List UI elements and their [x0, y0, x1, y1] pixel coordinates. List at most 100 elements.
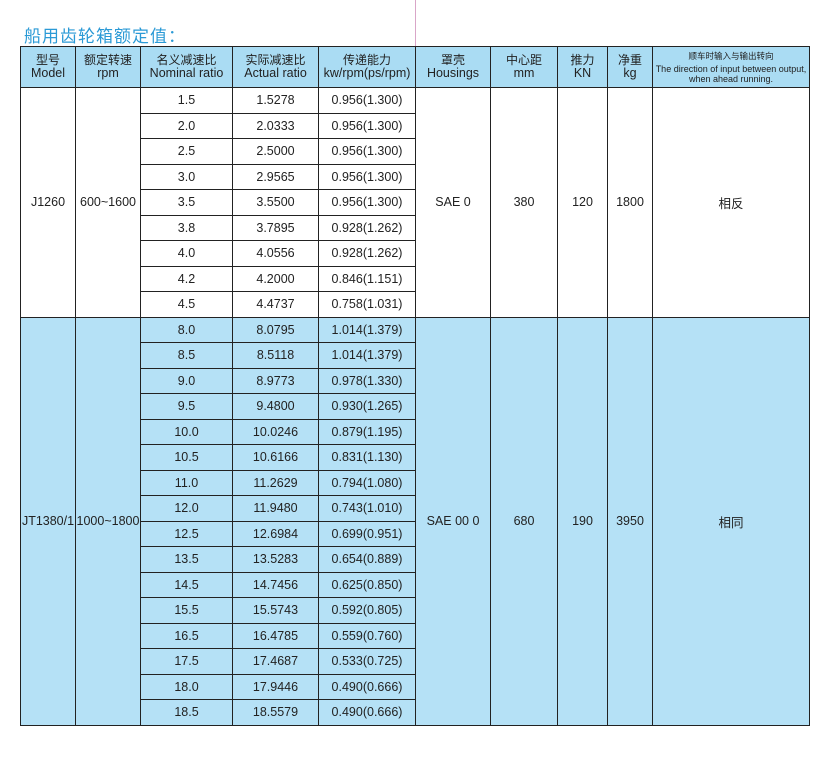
capacity-cell: 0.928(1.262) — [318, 214, 416, 241]
weight-cell: 1800 — [607, 87, 653, 318]
table-row: 2.5 2.5000 0.956(1.300) — [21, 138, 810, 165]
nominal-ratio-cell: 13.5 — [140, 546, 233, 573]
actual-ratio-cell: 17.4687 — [232, 648, 319, 675]
housing-cell: SAE 00 0 — [415, 316, 491, 726]
nominal-ratio-cell: 11.0 — [140, 469, 233, 496]
table-row: 3.0 2.9565 0.956(1.300) — [21, 163, 810, 190]
capacity-cell: 0.956(1.300) — [318, 189, 416, 216]
actual-ratio-cell: 11.2629 — [232, 469, 319, 496]
table-row: 12.0 11.9480 0.743(1.010) — [21, 495, 810, 522]
table-row: 4.2 4.2000 0.846(1.151) — [21, 265, 810, 292]
table-row: 17.5 17.4687 0.533(0.725) — [21, 648, 810, 675]
table-row: 18.0 17.9446 0.490(0.666) — [21, 673, 810, 700]
gearbox-rating-table: 型号 Model 额定转速 rpm 名义减速比 Nominal ratio 实际减速比 Act… — [20, 46, 810, 726]
nominal-ratio-cell: 2.0 — [140, 112, 233, 139]
actual-ratio-cell: 8.0795 — [232, 316, 319, 343]
capacity-cell: 0.490(0.666) — [318, 699, 416, 726]
table-row: JT1380/1 1000~1800 8.0 8.0795 1.014(1.379) SA… — [20, 316, 810, 726]
header-cn: 额定转速 — [83, 53, 132, 67]
nominal-ratio-cell: 18.5 — [140, 699, 233, 726]
table-row: 2.0 2.0333 0.956(1.300) — [21, 112, 810, 139]
header-row: 型号 Model 额定转速 rpm 名义减速比 Nominal ratio 实际减速比 Act… — [20, 46, 810, 88]
nominal-ratio-cell: 10.5 — [140, 444, 233, 471]
nominal-ratio-cell: 9.5 — [140, 393, 233, 420]
capacity-cell: 0.928(1.262) — [318, 240, 416, 267]
table-row: 4.0 4.0556 0.928(1.262) — [21, 240, 810, 267]
capacity-cell: 0.956(1.300) — [318, 163, 416, 190]
model-cell: JT1380/1 — [20, 316, 76, 726]
actual-ratio-cell: 18.5579 — [232, 699, 319, 726]
table-row: 18.5 18.5579 0.490(0.666) — [21, 699, 810, 726]
direction-cell: 相同 — [652, 316, 810, 726]
capacity-cell: 0.930(1.265) — [318, 393, 416, 420]
table-row: 3.5 3.5500 0.956(1.300) — [21, 189, 810, 216]
table-row: 11.0 11.2629 0.794(1.080) — [21, 469, 810, 496]
nominal-ratio-cell: 10.0 — [140, 418, 233, 445]
actual-ratio-cell: 3.7895 — [232, 214, 319, 241]
page-title: 船用齿轮箱额定值： — [24, 27, 186, 47]
header-cn: 中心距 — [505, 53, 542, 67]
actual-ratio-cell: 4.0556 — [232, 240, 319, 267]
actual-ratio-cell: 3.5500 — [232, 189, 319, 216]
nominal-ratio-cell: 14.5 — [140, 571, 233, 598]
actual-ratio-cell: 4.4737 — [232, 291, 319, 318]
header-en: Model — [30, 66, 66, 80]
nominal-ratio-cell: 18.0 — [140, 673, 233, 700]
header-cn: 型号 — [35, 53, 60, 67]
nominal-ratio-cell: 12.0 — [140, 495, 233, 522]
header-cn: 实际减速比 — [245, 53, 306, 67]
header-actual-ratio: 实际减速比 Actual ratio — [232, 46, 319, 88]
rpm-cell: 600~1600 — [75, 87, 141, 318]
capacity-cell: 0.956(1.300) — [318, 87, 416, 114]
capacity-cell: 0.978(1.330) — [318, 367, 416, 394]
nominal-ratio-cell: 1.5 — [140, 87, 233, 114]
header-cn: 罩壳 — [440, 53, 465, 67]
capacity-cell: 0.592(0.805) — [318, 597, 416, 624]
table-row: 3.8 3.7895 0.928(1.262) — [21, 214, 810, 241]
actual-ratio-cell: 1.5278 — [232, 87, 319, 114]
capacity-cell: 0.559(0.760) — [318, 622, 416, 649]
header-center-distance: 中心距 mm — [490, 46, 558, 88]
actual-ratio-cell: 10.6166 — [232, 444, 319, 471]
header-weight: 净重 kg — [607, 46, 653, 88]
capacity-cell: 0.758(1.031) — [318, 291, 416, 318]
header-cn: 净重 — [617, 53, 642, 67]
capacity-cell: 0.490(0.666) — [318, 673, 416, 700]
rpm-cell: 1000~1800 — [75, 316, 141, 726]
thrust-cell: 190 — [557, 316, 608, 726]
nominal-ratio-cell: 17.5 — [140, 648, 233, 675]
header-rpm: 额定转速 rpm — [75, 46, 141, 88]
header-en: mm — [513, 66, 535, 80]
housing-cell: SAE 0 — [415, 87, 491, 318]
header-cn: 名义减速比 — [156, 53, 217, 67]
table-row: 12.5 12.6984 0.699(0.951) — [21, 520, 810, 547]
model-cell: J1260 — [20, 87, 76, 318]
actual-ratio-cell: 11.9480 — [232, 495, 319, 522]
actual-ratio-cell: 2.9565 — [232, 163, 319, 190]
capacity-cell: 0.743(1.010) — [318, 495, 416, 522]
actual-ratio-cell: 15.5743 — [232, 597, 319, 624]
capacity-cell: 0.831(1.130) — [318, 444, 416, 471]
header-en: kg — [623, 66, 637, 80]
guide-line — [415, 0, 416, 46]
capacity-cell: 0.533(0.725) — [318, 648, 416, 675]
header-cn: 顺车时输入与输出转向 — [688, 51, 774, 62]
nominal-ratio-cell: 15.5 — [140, 597, 233, 624]
capacity-cell: 0.879(1.195) — [318, 418, 416, 445]
actual-ratio-cell: 2.5000 — [232, 138, 319, 165]
nominal-ratio-cell: 8.0 — [140, 316, 233, 343]
header-en: The direction of input between output, w… — [655, 63, 807, 84]
actual-ratio-cell: 10.0246 — [232, 418, 319, 445]
table-row: 9.5 9.4800 0.930(1.265) — [21, 393, 810, 420]
nominal-ratio-cell: 9.0 — [140, 367, 233, 394]
table-row: 13.5 13.5283 0.654(0.889) — [21, 546, 810, 573]
header-nominal-ratio: 名义减速比 Nominal ratio — [140, 46, 233, 88]
capacity-cell: 0.956(1.300) — [318, 112, 416, 139]
header-cn: 传递能力 — [342, 53, 391, 67]
nominal-ratio-cell: 2.5 — [140, 138, 233, 165]
header-cn: 推力 — [570, 53, 595, 67]
table-row: 10.0 10.0246 0.879(1.195) — [21, 418, 810, 445]
capacity-cell: 1.014(1.379) — [318, 316, 416, 343]
direction-cell: 相反 — [652, 87, 810, 318]
